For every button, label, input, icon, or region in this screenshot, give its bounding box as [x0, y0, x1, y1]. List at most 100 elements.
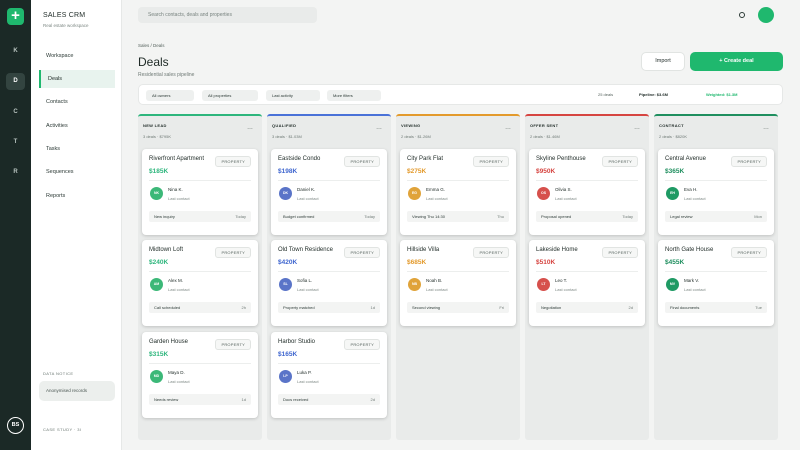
- app-rail: + K D C T R BS: [0, 0, 31, 450]
- deal-note: Call scheduled 2h: [149, 302, 251, 313]
- rail-nav-d[interactable]: D: [6, 73, 25, 90]
- deal-note: Final documents Tue: [665, 302, 767, 313]
- sidebar-item-workspace[interactable]: Workspace: [46, 53, 74, 59]
- notification-icon[interactable]: [739, 12, 745, 18]
- deal-card[interactable]: Riverfront Apartment $185K PROPERTY NK Nina …: [142, 149, 258, 235]
- filter-bar: All owners All properties Last activity …: [138, 84, 783, 105]
- more-icon[interactable]: …: [247, 125, 253, 131]
- deal-card[interactable]: City Park Flat $275K PROPERTY EG Emma G. Last…: [400, 149, 516, 235]
- import-button[interactable]: Import: [641, 52, 685, 71]
- deal-card[interactable]: Garden House $315K PROPERTY MD Maya D. Last c…: [142, 332, 258, 418]
- column-title: VIEWING: [401, 123, 421, 128]
- profile-avatar[interactable]: [758, 7, 774, 23]
- note-time: 2d: [628, 305, 633, 310]
- deal-card[interactable]: Harbor Studio $165K PROPERTY LP Luka P. Last …: [271, 332, 387, 418]
- more-icon[interactable]: …: [376, 125, 382, 131]
- property-tag: PROPERTY: [344, 247, 380, 258]
- deal-card[interactable]: Central Avenue $365K PROPERTY EH Eva H. Last …: [658, 149, 774, 235]
- property-tag: PROPERTY: [344, 339, 380, 350]
- add-icon[interactable]: +: [7, 8, 24, 25]
- deal-name: Hillside Villa: [407, 247, 440, 253]
- filter-last-activity[interactable]: Last activity: [266, 90, 320, 101]
- note-text: Docs received: [283, 397, 309, 402]
- card-divider: [149, 271, 251, 272]
- note-time: 2d: [370, 397, 375, 402]
- note-text: Final documents: [670, 305, 700, 310]
- pipeline-column: VIEWING 2 deals · $1.26M … City Park Flat $2…: [396, 114, 520, 440]
- last-contact-label: Last contact: [297, 379, 319, 384]
- note-text: Needs review: [154, 397, 179, 402]
- property-tag: PROPERTY: [602, 156, 638, 167]
- filter-properties[interactable]: All properties: [202, 90, 258, 101]
- deal-value: $315K: [149, 351, 169, 358]
- property-tag: PROPERTY: [602, 247, 638, 258]
- card-divider: [149, 363, 251, 364]
- property-tag: PROPERTY: [731, 247, 767, 258]
- user-avatar[interactable]: BS: [7, 417, 24, 434]
- sidebar-item-reports[interactable]: Reports: [46, 193, 66, 199]
- card-divider: [407, 271, 509, 272]
- pipeline-column: OFFER SENT 2 deals · $1.46M … Skyline Penth…: [525, 114, 649, 440]
- deal-card[interactable]: Hillside Villa $685K PROPERTY NB Noah B. Last…: [400, 240, 516, 326]
- more-icon[interactable]: …: [505, 125, 511, 131]
- deal-note: Legal review Mon: [665, 211, 767, 222]
- sidebar-item-sequences[interactable]: Sequences: [46, 169, 74, 175]
- contact-avatar: EH: [666, 187, 679, 200]
- note-time: Fri: [499, 305, 504, 310]
- note-time: 2h: [241, 305, 246, 310]
- sidebar-item-deals[interactable]: Deals: [39, 70, 115, 88]
- contact-name: Luka P.: [297, 370, 312, 375]
- contact-name: Leo T.: [555, 278, 568, 283]
- deal-card[interactable]: North Gate House $455K PROPERTY MV Mark V. La…: [658, 240, 774, 326]
- note-time: Thu: [497, 214, 504, 219]
- rail-nav-r[interactable]: R: [13, 169, 18, 175]
- deal-note: Proposal opened Today: [536, 211, 638, 222]
- column-title: OFFER SENT: [530, 123, 559, 128]
- column-summary: 3 deals · $795K: [143, 134, 172, 139]
- page-title: Deals: [138, 55, 169, 69]
- pipeline-total: Pipeline: $3.6M: [639, 92, 668, 97]
- contact-name: Noah B.: [426, 278, 443, 283]
- deal-card[interactable]: Eastside Condo $198K PROPERTY DK Daniel K. La…: [271, 149, 387, 235]
- last-contact-label: Last contact: [426, 287, 448, 292]
- last-contact-label: Last contact: [426, 196, 448, 201]
- last-contact-label: Last contact: [168, 379, 190, 384]
- note-text: Viewing Thu 14:30: [412, 214, 445, 219]
- card-divider: [278, 180, 380, 181]
- deal-card[interactable]: Old Town Residence $420K PROPERTY SL Sofia L…: [271, 240, 387, 326]
- deal-name: Lakeside Home: [536, 247, 578, 253]
- deal-card[interactable]: Lakeside Home $510K PROPERTY LT Leo T. Last c…: [529, 240, 645, 326]
- property-tag: PROPERTY: [731, 156, 767, 167]
- note-text: Legal review: [670, 214, 693, 219]
- property-tag: PROPERTY: [344, 156, 380, 167]
- deal-note: Docs received 2d: [278, 394, 380, 405]
- pipeline-column: QUALIFIED 3 deals · $1.03M … Eastside Condo…: [267, 114, 391, 440]
- sidebar-item-contacts[interactable]: Contacts: [46, 99, 68, 105]
- deal-card[interactable]: Skyline Penthouse $950K PROPERTY OS Olivia S…: [529, 149, 645, 235]
- deal-value: $185K: [149, 168, 169, 175]
- note-text: New inquiry: [154, 214, 175, 219]
- more-icon[interactable]: …: [634, 125, 640, 131]
- more-icon[interactable]: …: [763, 125, 769, 131]
- search-input[interactable]: Search contacts, deals and properties: [138, 7, 317, 23]
- deal-value: $420K: [278, 259, 298, 266]
- filter-more[interactable]: More filters: [327, 90, 381, 101]
- rail-nav-c[interactable]: C: [13, 109, 18, 115]
- create-deal-button[interactable]: + Create deal: [690, 52, 783, 71]
- rail-nav-t[interactable]: T: [13, 139, 18, 145]
- note-text: Property matched: [283, 305, 315, 310]
- sidebar-item-tasks[interactable]: Tasks: [46, 146, 61, 152]
- column-title: QUALIFIED: [272, 123, 297, 128]
- contact-name: Nina K.: [168, 187, 183, 192]
- contact-avatar: LP: [279, 370, 292, 383]
- deal-card[interactable]: Midtown Loft $240K PROPERTY AM Alex M. Last c…: [142, 240, 258, 326]
- card-divider: [407, 180, 509, 181]
- deal-note: Needs review 1d: [149, 394, 251, 405]
- deal-value: $240K: [149, 259, 169, 266]
- property-tag: PROPERTY: [215, 247, 251, 258]
- sidebar-item-activities[interactable]: Activities: [46, 123, 68, 129]
- rail-nav-k[interactable]: K: [13, 48, 18, 54]
- last-contact-label: Last contact: [684, 287, 706, 292]
- filter-owners[interactable]: All owners: [146, 90, 194, 101]
- note-time: Tue: [755, 305, 762, 310]
